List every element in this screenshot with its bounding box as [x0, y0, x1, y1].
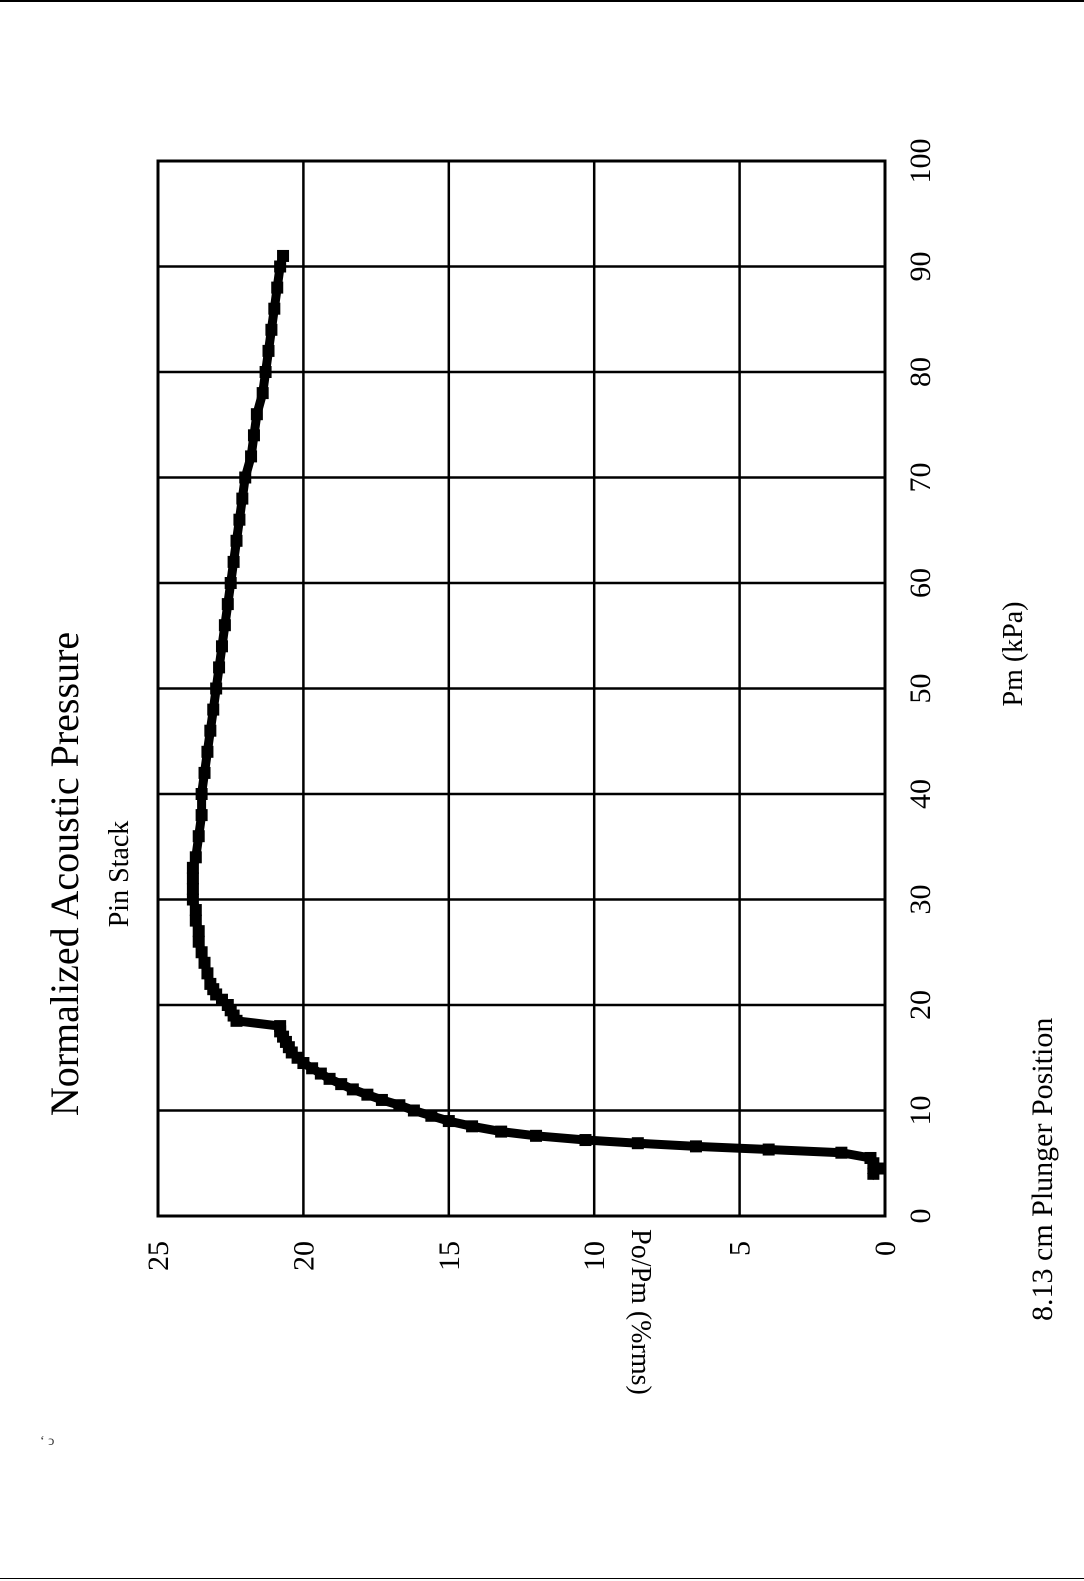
data-point	[277, 249, 290, 262]
data-point	[271, 281, 284, 294]
data-point	[186, 882, 199, 895]
data-point	[864, 1151, 877, 1164]
x-tick-label: 70	[904, 463, 937, 493]
data-point	[213, 661, 226, 674]
y-tick-label: 5	[724, 1241, 757, 1256]
data-point	[192, 830, 205, 843]
x-tick-label: 90	[904, 252, 937, 282]
data-point	[210, 682, 223, 695]
data-point	[186, 861, 199, 874]
data-point	[762, 1143, 775, 1156]
data-point	[425, 1109, 438, 1122]
y-tick-label: 15	[433, 1241, 466, 1271]
data-point	[250, 408, 263, 421]
data-point	[221, 598, 234, 611]
data-point	[227, 555, 240, 568]
data-point	[274, 260, 287, 273]
data-point	[201, 967, 214, 980]
data-point	[407, 1104, 420, 1117]
data-point	[631, 1137, 644, 1150]
corner-mark: ʻ ͻ	[40, 1434, 55, 1449]
x-axis-label: Pm (kPa)	[998, 602, 1029, 707]
data-point	[230, 534, 243, 547]
plot-footer-note: 8.13 cm Plunger Position	[1026, 1018, 1059, 1321]
data-point	[265, 323, 278, 336]
y-tick-label: 10	[578, 1241, 611, 1271]
data-point	[186, 872, 199, 885]
data-point	[835, 1146, 848, 1159]
data-point	[215, 640, 228, 653]
data-point	[192, 925, 205, 938]
data-point	[195, 788, 208, 800]
x-tick-label: 0	[904, 1209, 937, 1224]
data-point	[256, 387, 269, 400]
data-point	[204, 724, 217, 737]
data-point	[466, 1120, 479, 1133]
x-tick-label: 60	[904, 568, 937, 598]
x-tick-label: 80	[904, 357, 937, 387]
data-point	[495, 1125, 508, 1138]
data-point	[204, 977, 217, 990]
data-point	[195, 809, 208, 822]
series-line	[188, 250, 886, 1181]
x-tick-label: 40	[904, 779, 937, 809]
x-tick-labels: 0 10 20 30 40 50 60 70 80 90 100	[904, 139, 937, 1224]
x-tick-label: 50	[904, 674, 937, 704]
data-point	[186, 893, 199, 906]
data-point	[259, 366, 272, 378]
data-point	[192, 935, 205, 948]
y-tick-label: 25	[142, 1241, 175, 1271]
grid-lines	[156, 159, 887, 1218]
chart-title: Normalized Acoustic Pressure	[42, 632, 87, 1116]
data-point	[233, 513, 246, 526]
plot-frame	[156, 159, 887, 1218]
data-point	[198, 956, 211, 969]
x-tick-label: 20	[904, 990, 937, 1020]
data-point	[195, 946, 208, 959]
data-point	[247, 429, 260, 442]
data-point	[262, 344, 275, 357]
data-point	[207, 703, 220, 716]
data-point	[375, 1093, 388, 1106]
data-point	[335, 1078, 348, 1091]
data-point	[346, 1083, 359, 1096]
x-tick-label: 100	[904, 139, 937, 184]
data-point	[268, 302, 281, 315]
data-point	[442, 1115, 455, 1128]
plot-border	[156, 159, 887, 1218]
chart-subtitle: Pin Stack	[104, 821, 135, 928]
y-tick-label: 0	[869, 1241, 902, 1256]
y-axis-label: Po/Pm (%rms)	[625, 1229, 656, 1395]
y-tick-label: 20	[287, 1241, 320, 1271]
data-point	[218, 619, 231, 632]
data-point	[361, 1088, 374, 1101]
data-point	[239, 471, 252, 484]
data-point	[689, 1140, 702, 1153]
data-point	[274, 1020, 287, 1033]
data-point	[198, 766, 211, 779]
y-tick-labels: 0 5 10 15 20 25	[142, 1241, 902, 1271]
data-point	[393, 1099, 406, 1112]
data-series	[186, 249, 886, 1181]
data-point	[201, 745, 214, 758]
data-point	[189, 914, 202, 927]
x-tick-label: 10	[904, 1096, 937, 1126]
data-point	[579, 1134, 592, 1147]
data-point	[189, 851, 202, 864]
data-point	[245, 450, 258, 463]
x-tick-label: 30	[904, 885, 937, 915]
data-point	[530, 1129, 543, 1142]
data-point	[189, 904, 202, 917]
data-point	[224, 577, 237, 589]
data-point	[236, 492, 249, 505]
